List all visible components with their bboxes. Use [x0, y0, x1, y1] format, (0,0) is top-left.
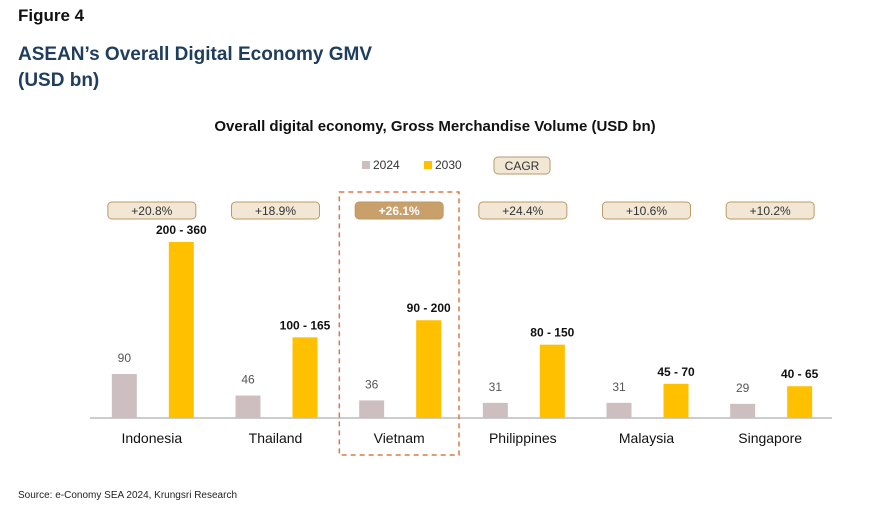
legend-swatch-2024	[362, 161, 370, 169]
source-note: Source: e-Conomy SEA 2024, Krungsri Rese…	[18, 490, 237, 501]
bar-2024	[359, 400, 385, 418]
bar-2030	[416, 320, 442, 418]
data-label-2024: 31	[489, 380, 503, 394]
data-label-2024: 29	[736, 381, 750, 395]
legend-label-2024: 2024	[373, 158, 400, 172]
legend-swatch-2030	[424, 161, 432, 169]
bar-2024	[730, 403, 756, 418]
figure-title-line1: ASEAN’s Overall Digital Economy GMV	[18, 44, 373, 65]
data-label-2030: 200 - 360	[156, 223, 207, 237]
data-label-2030: 80 - 150	[530, 326, 574, 340]
bar-2030	[168, 242, 194, 418]
bar-2024	[235, 395, 261, 418]
cagr-label: +24.4%	[502, 204, 543, 218]
data-label-2024: 36	[365, 377, 379, 391]
figure-title: ASEAN’s Overall Digital Economy GMV (USD…	[18, 42, 372, 94]
category-label: Vietnam	[374, 430, 425, 446]
bar-2024	[111, 374, 137, 418]
category-label: Singapore	[738, 430, 802, 446]
bar-2030	[663, 383, 689, 418]
category-label: Indonesia	[121, 430, 182, 446]
cagr-label: +20.8%	[131, 204, 172, 218]
data-label-2024: 31	[612, 380, 626, 394]
figure-title-line2: (USD bn)	[18, 70, 100, 91]
data-label-2030: 90 - 200	[407, 301, 451, 315]
data-label-2024: 90	[118, 351, 132, 365]
data-label-2030: 45 - 70	[657, 365, 695, 379]
bar-2024	[606, 402, 632, 418]
category-label: Thailand	[249, 430, 303, 446]
legend-label-2030: 2030	[435, 158, 462, 172]
cagr-badge	[602, 201, 691, 220]
figure-label: Figure 4	[18, 6, 85, 25]
category-label: Philippines	[489, 430, 557, 446]
cagr-label: +26.1%	[379, 204, 420, 218]
cagr-badge	[478, 201, 568, 220]
cagr-badge	[231, 201, 320, 220]
bar-2030	[539, 344, 565, 418]
bar-2030	[292, 337, 318, 418]
cagr-label: +10.6%	[626, 204, 667, 218]
cagr-label: +10.2%	[750, 204, 791, 218]
chart-title: Overall digital economy, Gross Merchandi…	[214, 118, 656, 135]
data-label-2024: 46	[241, 373, 255, 387]
highlight-box	[338, 191, 460, 456]
cagr-label: +18.9%	[255, 204, 296, 218]
bar-2024	[482, 402, 508, 418]
legend-cagr-label: CAGR	[505, 159, 540, 173]
cagr-badge	[354, 201, 444, 220]
category-label: Malaysia	[619, 430, 674, 446]
cagr-badge	[107, 201, 197, 220]
cagr-badge	[725, 201, 815, 220]
data-label-2030: 40 - 65	[781, 367, 819, 381]
data-label-2030: 100 - 165	[280, 318, 331, 332]
bar-2030	[787, 386, 813, 418]
legend-cagr-box	[493, 156, 551, 175]
